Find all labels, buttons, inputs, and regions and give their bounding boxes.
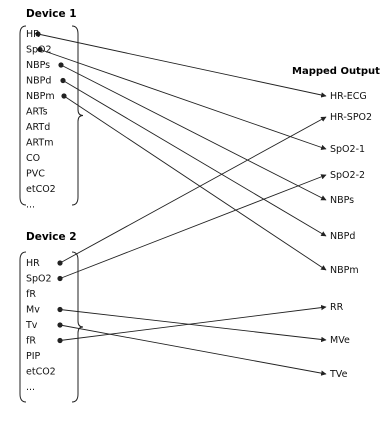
- source-dot-device1-hr: [35, 31, 41, 37]
- device1-title: Device 1: [26, 8, 77, 20]
- device2-item-spo2: SpO2: [26, 274, 52, 285]
- device2-item-fr: fR: [26, 336, 36, 347]
- connector-device1-nbpd-to-nbpd: [62, 80, 327, 237]
- output-item-nbpd: NBPd: [330, 231, 355, 242]
- device2-title: Device 2: [26, 231, 77, 243]
- device2-item-mv: Mv: [26, 305, 40, 316]
- device1-item-nbpd: NBPd: [26, 76, 51, 87]
- connector-device1-nbps-to-nbps: [60, 64, 327, 201]
- connector-device1-hr-to-hr-ecg: [37, 33, 327, 98]
- device2-item-tv: Tv: [25, 320, 38, 331]
- device2-item-pip: PIP: [26, 351, 41, 362]
- connector-device2-tv-to-tve: [59, 324, 327, 376]
- connector-device2-fr-to-rr: [59, 304, 327, 341]
- connector-device1-nbpm-to-nbpm: [63, 95, 327, 271]
- mapped-output-list: HR-ECG HR-SPO2 SpO2-1 SpO2-2 NBPs NBPd NBPm RR M…: [329, 91, 372, 380]
- device1-item-co: CO: [26, 153, 40, 164]
- device1-item-pvc: PVC: [26, 169, 45, 180]
- device1-item-hr: HR: [26, 29, 40, 40]
- device2-item-hr: HR: [26, 258, 40, 269]
- device1-item-etco2: etCO2: [26, 184, 56, 195]
- bracket-left-2: [19, 251, 27, 403]
- device-brackets: [19, 25, 84, 403]
- connector-device1-spo2-to-spo2-1: [39, 49, 327, 150]
- bracket-left-1: [19, 25, 27, 206]
- output-item-nbps: NBPs: [330, 195, 354, 206]
- device2-item-fr: fR: [26, 289, 36, 300]
- device1-item-list: HR SpO2 NBPs NBPd NBPm ARTs ARTd ARTm CO PVC etCO2…: [26, 29, 56, 211]
- source-dot-device2-spo2: [57, 275, 63, 282]
- mapping-connectors: [35, 31, 327, 376]
- output-item-spo2-1: SpO2-1: [330, 144, 365, 155]
- bracket-right-1: [71, 25, 84, 206]
- source-dot-device2-fr: [57, 337, 63, 344]
- source-dot-device2-tv: [57, 322, 63, 328]
- bracket-right-2: [71, 251, 84, 403]
- output-item-hr-ecg: HR-ECG: [330, 91, 367, 102]
- source-dot-device2-hr: [57, 260, 63, 266]
- source-dot-device1-nbpm: [61, 93, 67, 99]
- device1-item-arts: ARTs: [26, 107, 48, 118]
- device1-item-nbpm: NBPm: [26, 91, 55, 102]
- output-item-tve: TVe: [329, 369, 348, 380]
- source-dot-device1-spo2: [37, 46, 43, 53]
- output-item-nbpm: NBPm: [330, 265, 359, 276]
- device1-item-nbps: NBPs: [26, 60, 50, 71]
- device2-item-item: ...: [26, 382, 35, 393]
- source-dot-device2-mv: [57, 306, 63, 313]
- connector-device2-spo2-to-spo2-2: [59, 174, 327, 279]
- source-dot-device1-nbpd: [60, 77, 66, 84]
- source-dot-device1-nbps: [58, 62, 64, 68]
- output-item-hr-spo2: HR-SPO2: [330, 112, 372, 123]
- connector-device2-hr-to-hr-spo2: [59, 116, 327, 264]
- output-item-mve: MVe: [330, 335, 350, 346]
- connector-device2-mv-to-mve: [59, 309, 327, 343]
- device2-item-etco2: etCO2: [26, 367, 56, 378]
- device2-item-list: HR SpO2 fR Mv Tv fR PIP etCO2...: [25, 258, 56, 393]
- device1-item-item: ...: [26, 200, 35, 211]
- output-item-rr: RR: [330, 302, 344, 313]
- mapped-output-title: Mapped Output: [292, 66, 380, 77]
- device1-item-spo2: SpO2: [26, 45, 52, 56]
- output-item-spo2-2: SpO2-2: [330, 170, 365, 181]
- device1-item-artm: ARTm: [26, 138, 53, 149]
- device1-item-artd: ARTd: [26, 122, 50, 133]
